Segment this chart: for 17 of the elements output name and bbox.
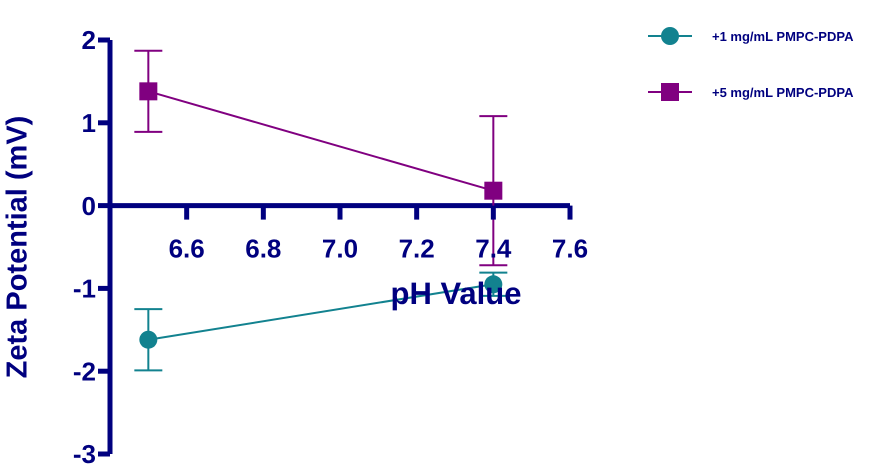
legend-label: +1 mg/mL PMPC-PDPA [712,28,854,44]
x-tick-label: 7.0 [322,234,358,264]
x-tick-label: 6.6 [168,234,205,264]
y-tick-label: 1 [82,108,96,138]
y-tick-label: -1 [72,274,96,304]
y-tick-label: 0 [82,190,96,221]
x-tick-label: 7.2 [398,234,435,264]
point [484,182,502,200]
x-tick-label: 6.8 [245,234,282,264]
legend-label: +5 mg/mL PMPC-PDPA [712,84,854,100]
y-tick-label: -3 [72,439,96,464]
point [139,330,158,349]
y-tick-label: -2 [72,356,96,386]
y-axis-title: Zeta Potential (mV) [1,116,34,378]
y-tick-label: 2 [82,25,96,56]
point [139,82,158,100]
x-tick-label: 7.6 [552,234,588,264]
